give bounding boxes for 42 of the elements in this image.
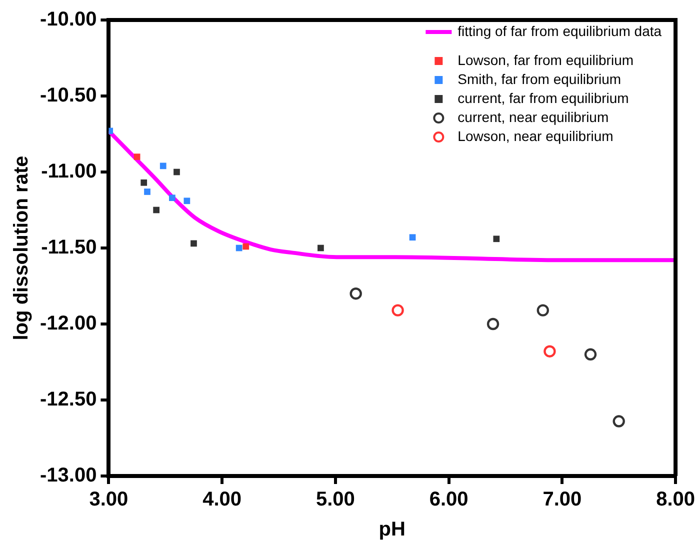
legend-label: current, near equilibrium: [458, 108, 609, 125]
y-tick-label: -10.00: [40, 8, 97, 31]
point: [544, 345, 556, 358]
point: [134, 154, 140, 160]
point: [153, 206, 160, 214]
point: [160, 162, 166, 170]
point: [486, 318, 500, 330]
point: [409, 234, 416, 241]
x-tick-label: 4.00: [202, 488, 242, 511]
x-tick-label: 7.00: [542, 488, 582, 511]
legend-label: Smith, far from equilibrium: [458, 70, 622, 87]
point: [584, 348, 597, 360]
legend-label: fitting of far from equilibrium data: [458, 22, 662, 39]
y-tick-label: -11.50: [41, 236, 97, 259]
y-tick-label: -10.50: [40, 84, 97, 107]
y-tick-label: -12.00: [40, 312, 97, 335]
legend-label: current, far from equilibrium: [458, 90, 629, 106]
x-tick-label: 3.00: [89, 488, 128, 511]
legend-label: Lowson, near equilibrium: [458, 128, 614, 144]
x-tick-label: 6.00: [429, 488, 468, 511]
point: [536, 304, 549, 316]
x-tick-label: 5.00: [316, 488, 355, 511]
point: [236, 244, 242, 252]
x-tick-label: 8.00: [656, 488, 696, 511]
point: [242, 243, 250, 250]
point: [174, 168, 180, 176]
point: [493, 236, 500, 242]
point: [140, 179, 148, 186]
point: [190, 240, 197, 247]
y-tick-label: -12.50: [40, 388, 97, 411]
point: [392, 304, 404, 316]
point: [184, 198, 190, 204]
point: [144, 188, 150, 195]
point: [612, 415, 625, 428]
x-axis-title: pH: [378, 518, 406, 541]
y-tick-label: -11.00: [41, 160, 97, 183]
point: [318, 244, 324, 252]
legend-label: Lowson, far from equilibrium: [458, 52, 634, 68]
y-axis-title: log dissolution rate: [10, 156, 33, 340]
point: [350, 288, 362, 300]
y-tick-label: -13.00: [40, 464, 97, 487]
point: [169, 194, 176, 202]
